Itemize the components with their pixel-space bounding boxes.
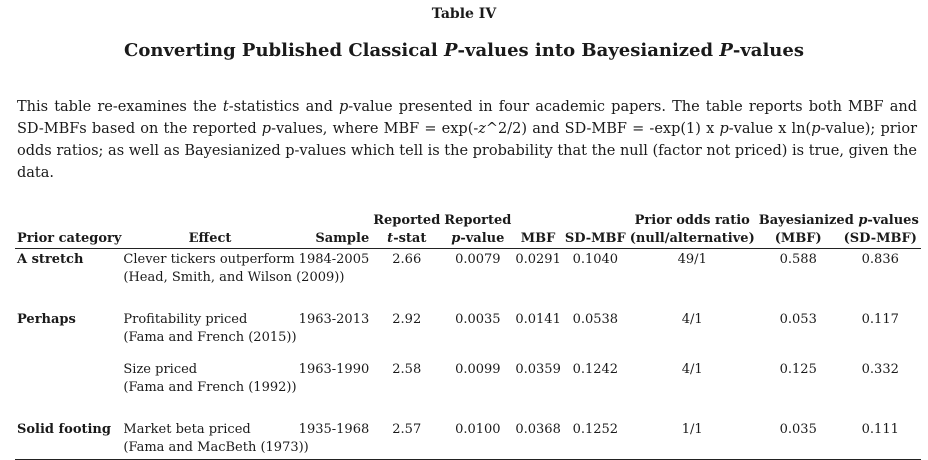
header-prior-category: Prior category bbox=[15, 230, 124, 249]
citation-cell: (Fama and French (2015)) bbox=[123, 330, 297, 345]
header-blank bbox=[15, 212, 123, 230]
effect-cell: Market beta priced bbox=[123, 422, 251, 437]
tstat-cell: 2.58 bbox=[392, 362, 422, 377]
prior-odds-cell: 49/1 bbox=[677, 252, 707, 267]
header-bp-sdmbf: (SD-MBF) bbox=[839, 230, 921, 249]
mbf-cell: 0.0359 bbox=[515, 362, 561, 377]
header-pvalue: p-value bbox=[442, 230, 514, 249]
prior-category-cell: A stretch bbox=[17, 252, 84, 267]
bp-mbf-cell: 0.053 bbox=[779, 312, 817, 327]
effect-cell: Clever tickers outperform bbox=[123, 252, 295, 267]
results-table: Reported Reported Prior odds ratio Bayes… bbox=[15, 212, 921, 460]
header-sdmbf: SD-MBF bbox=[562, 230, 628, 249]
header-reported-p: Reported bbox=[444, 213, 512, 228]
sdmbf-cell: 0.1242 bbox=[572, 362, 619, 377]
tstat-cell: 2.66 bbox=[392, 252, 422, 267]
citation-row: (Fama and MacBeth (1973)) bbox=[15, 439, 921, 460]
table-row: Size priced 1963-1990 2.58 0.0099 0.0359… bbox=[15, 359, 921, 379]
tstat-cell: 2.92 bbox=[392, 312, 422, 327]
effect-cell: Size priced bbox=[123, 362, 198, 377]
prior-odds-cell: 1/1 bbox=[681, 422, 703, 437]
header-blank bbox=[563, 212, 628, 230]
tstat-cell: 2.57 bbox=[392, 422, 422, 437]
citation-row: (Fama and French (2015)) bbox=[15, 329, 921, 349]
header-bp-mbf: (MBF) bbox=[756, 230, 840, 249]
header-row-2: Prior category Effect Sample t-stat p-va… bbox=[15, 230, 921, 249]
prior-category-cell: Perhaps bbox=[17, 312, 76, 327]
header-sample: Sample bbox=[296, 230, 372, 249]
pvalue-cell: 0.0100 bbox=[455, 422, 501, 437]
bp-sdmbf-cell: 0.332 bbox=[861, 362, 899, 377]
mbf-cell: 0.0141 bbox=[515, 312, 561, 327]
header-blank bbox=[123, 212, 296, 230]
bp-mbf-cell: 0.035 bbox=[779, 422, 817, 437]
prior-odds-cell: 4/1 bbox=[681, 362, 703, 377]
sample-cell: 1935-1968 bbox=[298, 422, 370, 437]
bp-mbf-cell: 0.588 bbox=[779, 252, 817, 267]
bp-sdmbf-cell: 0.111 bbox=[861, 422, 899, 437]
bp-sdmbf-cell: 0.117 bbox=[861, 312, 899, 327]
citation-row: (Fama and French (1992)) bbox=[15, 379, 921, 399]
header-bayesianized: Bayesianized p-values bbox=[758, 213, 919, 228]
bp-mbf-cell: 0.125 bbox=[779, 362, 817, 377]
sdmbf-cell: 0.1252 bbox=[572, 422, 619, 437]
header-prior-odds: Prior odds ratio bbox=[634, 213, 750, 228]
effect-cell: Profitability priced bbox=[123, 312, 248, 327]
header-blank bbox=[513, 212, 563, 230]
header-reported-t: Reported bbox=[373, 213, 441, 228]
pvalue-cell: 0.0099 bbox=[455, 362, 501, 377]
table-title: Converting Published Classical P-values … bbox=[124, 40, 804, 61]
header-mbf: MBF bbox=[513, 230, 563, 249]
prior-category-cell: Solid footing bbox=[17, 422, 111, 437]
header-effect: Effect bbox=[123, 230, 297, 249]
citation-cell: (Fama and MacBeth (1973)) bbox=[123, 439, 372, 460]
header-blank bbox=[297, 212, 372, 230]
prior-category-cell bbox=[15, 359, 123, 379]
sample-cell: 1984-2005 bbox=[298, 252, 370, 267]
table-row: Perhaps Profitability priced 1963-2013 2… bbox=[15, 309, 921, 329]
mbf-cell: 0.0368 bbox=[515, 422, 561, 437]
citation-cell: (Head, Smith, and Wilson (2009)) bbox=[123, 270, 345, 285]
sdmbf-cell: 0.0538 bbox=[572, 312, 619, 327]
header-tstat: t-stat bbox=[371, 230, 443, 249]
pvalue-cell: 0.0079 bbox=[455, 252, 501, 267]
sample-cell: 1963-1990 bbox=[298, 362, 370, 377]
table-row: A stretch Clever tickers outperform 1984… bbox=[15, 249, 921, 270]
sample-cell: 1963-2013 bbox=[298, 312, 370, 327]
sdmbf-cell: 0.1040 bbox=[572, 252, 619, 267]
prior-odds-cell: 4/1 bbox=[681, 312, 703, 327]
mbf-cell: 0.0291 bbox=[515, 252, 561, 267]
pvalue-cell: 0.0035 bbox=[455, 312, 501, 327]
citation-row: (Head, Smith, and Wilson (2009)) bbox=[15, 269, 921, 289]
table-row: Solid footing Market beta priced 1935-19… bbox=[15, 419, 921, 439]
header-null-alt: (null/alternative) bbox=[627, 230, 757, 249]
table-label: Table IV bbox=[431, 6, 497, 22]
bp-sdmbf-cell: 0.836 bbox=[861, 252, 899, 267]
header-row-1: Reported Reported Prior odds ratio Bayes… bbox=[15, 212, 921, 230]
citation-cell: (Fama and French (1992)) bbox=[123, 380, 297, 395]
table-caption: This table re-examines the t-statistics … bbox=[17, 99, 918, 181]
